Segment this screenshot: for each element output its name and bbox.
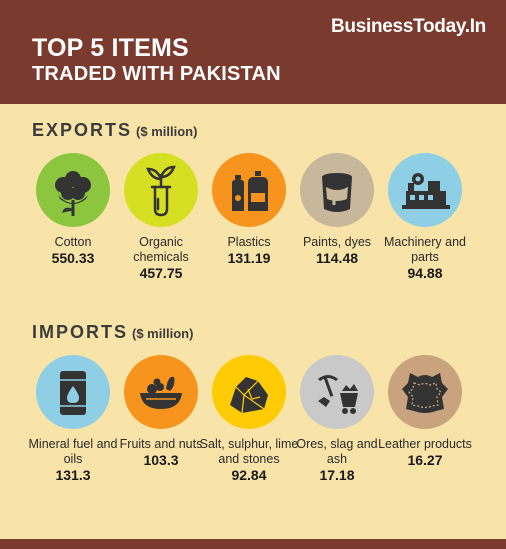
item-value: 94.88 — [407, 265, 443, 281]
cotton-icon — [36, 153, 110, 227]
item-value: 550.33 — [51, 250, 95, 266]
export-item-machinery: Machinery and parts 94.88 — [375, 153, 475, 282]
export-item-cotton: Cotton 550.33 — [23, 153, 123, 267]
leather-hide-icon — [388, 355, 462, 429]
plastic-bottles-icon — [212, 153, 286, 227]
item-label: Ores, slag and ash — [296, 437, 378, 466]
export-item-paints-dyes: Paints, dyes 114.48 — [287, 153, 387, 267]
imports-heading-text: IMPORTS — [32, 322, 129, 342]
import-item-fruits-nuts: Fruits and nuts 103.3 — [111, 355, 211, 469]
exports-heading: EXPORTS ($ million) — [32, 120, 197, 141]
item-value: 16.27 — [407, 452, 443, 468]
item-label: Fruits and nuts — [119, 437, 203, 451]
paint-bucket-icon — [300, 153, 374, 227]
item-value: 131.19 — [227, 250, 271, 266]
test-tube-sprout-icon — [124, 153, 198, 227]
imports-unit: ($ million) — [132, 326, 194, 341]
item-label: Machinery and parts — [384, 235, 466, 264]
item-value: 17.18 — [319, 467, 355, 483]
import-item-mineral-fuel: Mineral fuel and oils 131.3 — [23, 355, 123, 484]
item-label: Cotton — [54, 235, 92, 249]
page-title-line1: TOP 5 ITEMS — [32, 34, 189, 62]
fruit-basket-icon — [124, 355, 198, 429]
export-item-plastics: Plastics 131.19 — [199, 153, 299, 267]
exports-unit: ($ million) — [136, 124, 198, 139]
item-value: 103.3 — [143, 452, 179, 468]
mining-cart-icon — [300, 355, 374, 429]
import-item-salt-sulphur: Salt, sulphur, lime and stones 92.84 — [199, 355, 299, 484]
item-label: Leather products — [378, 437, 472, 451]
item-label: Paints, dyes — [302, 235, 372, 249]
brand-logo: BusinessToday.In — [331, 16, 486, 37]
header-banner: BusinessToday.In TOP 5 ITEMS TRADED WITH… — [0, 0, 506, 104]
item-label: Organic chemicals — [133, 235, 189, 264]
page-title-line2: TRADED WITH PAKISTAN — [32, 63, 281, 85]
import-item-ores-slag: Ores, slag and ash 17.18 — [287, 355, 387, 484]
export-item-organic-chemicals: Organic chemicals 457.75 — [111, 153, 211, 282]
item-value: 92.84 — [231, 467, 267, 483]
item-value: 457.75 — [139, 265, 183, 281]
item-label: Plastics — [227, 235, 271, 249]
item-label: Mineral fuel and oils — [28, 437, 118, 466]
oil-barrel-icon — [36, 355, 110, 429]
item-label: Salt, sulphur, lime and stones — [199, 437, 299, 466]
factory-machinery-icon — [388, 153, 462, 227]
footer-bar — [0, 539, 506, 549]
exports-heading-text: EXPORTS — [32, 120, 133, 140]
item-value: 114.48 — [315, 250, 359, 266]
import-item-leather: Leather products 16.27 — [375, 355, 475, 469]
imports-heading: IMPORTS ($ million) — [32, 322, 193, 343]
rock-stone-icon — [212, 355, 286, 429]
item-value: 131.3 — [55, 467, 91, 483]
